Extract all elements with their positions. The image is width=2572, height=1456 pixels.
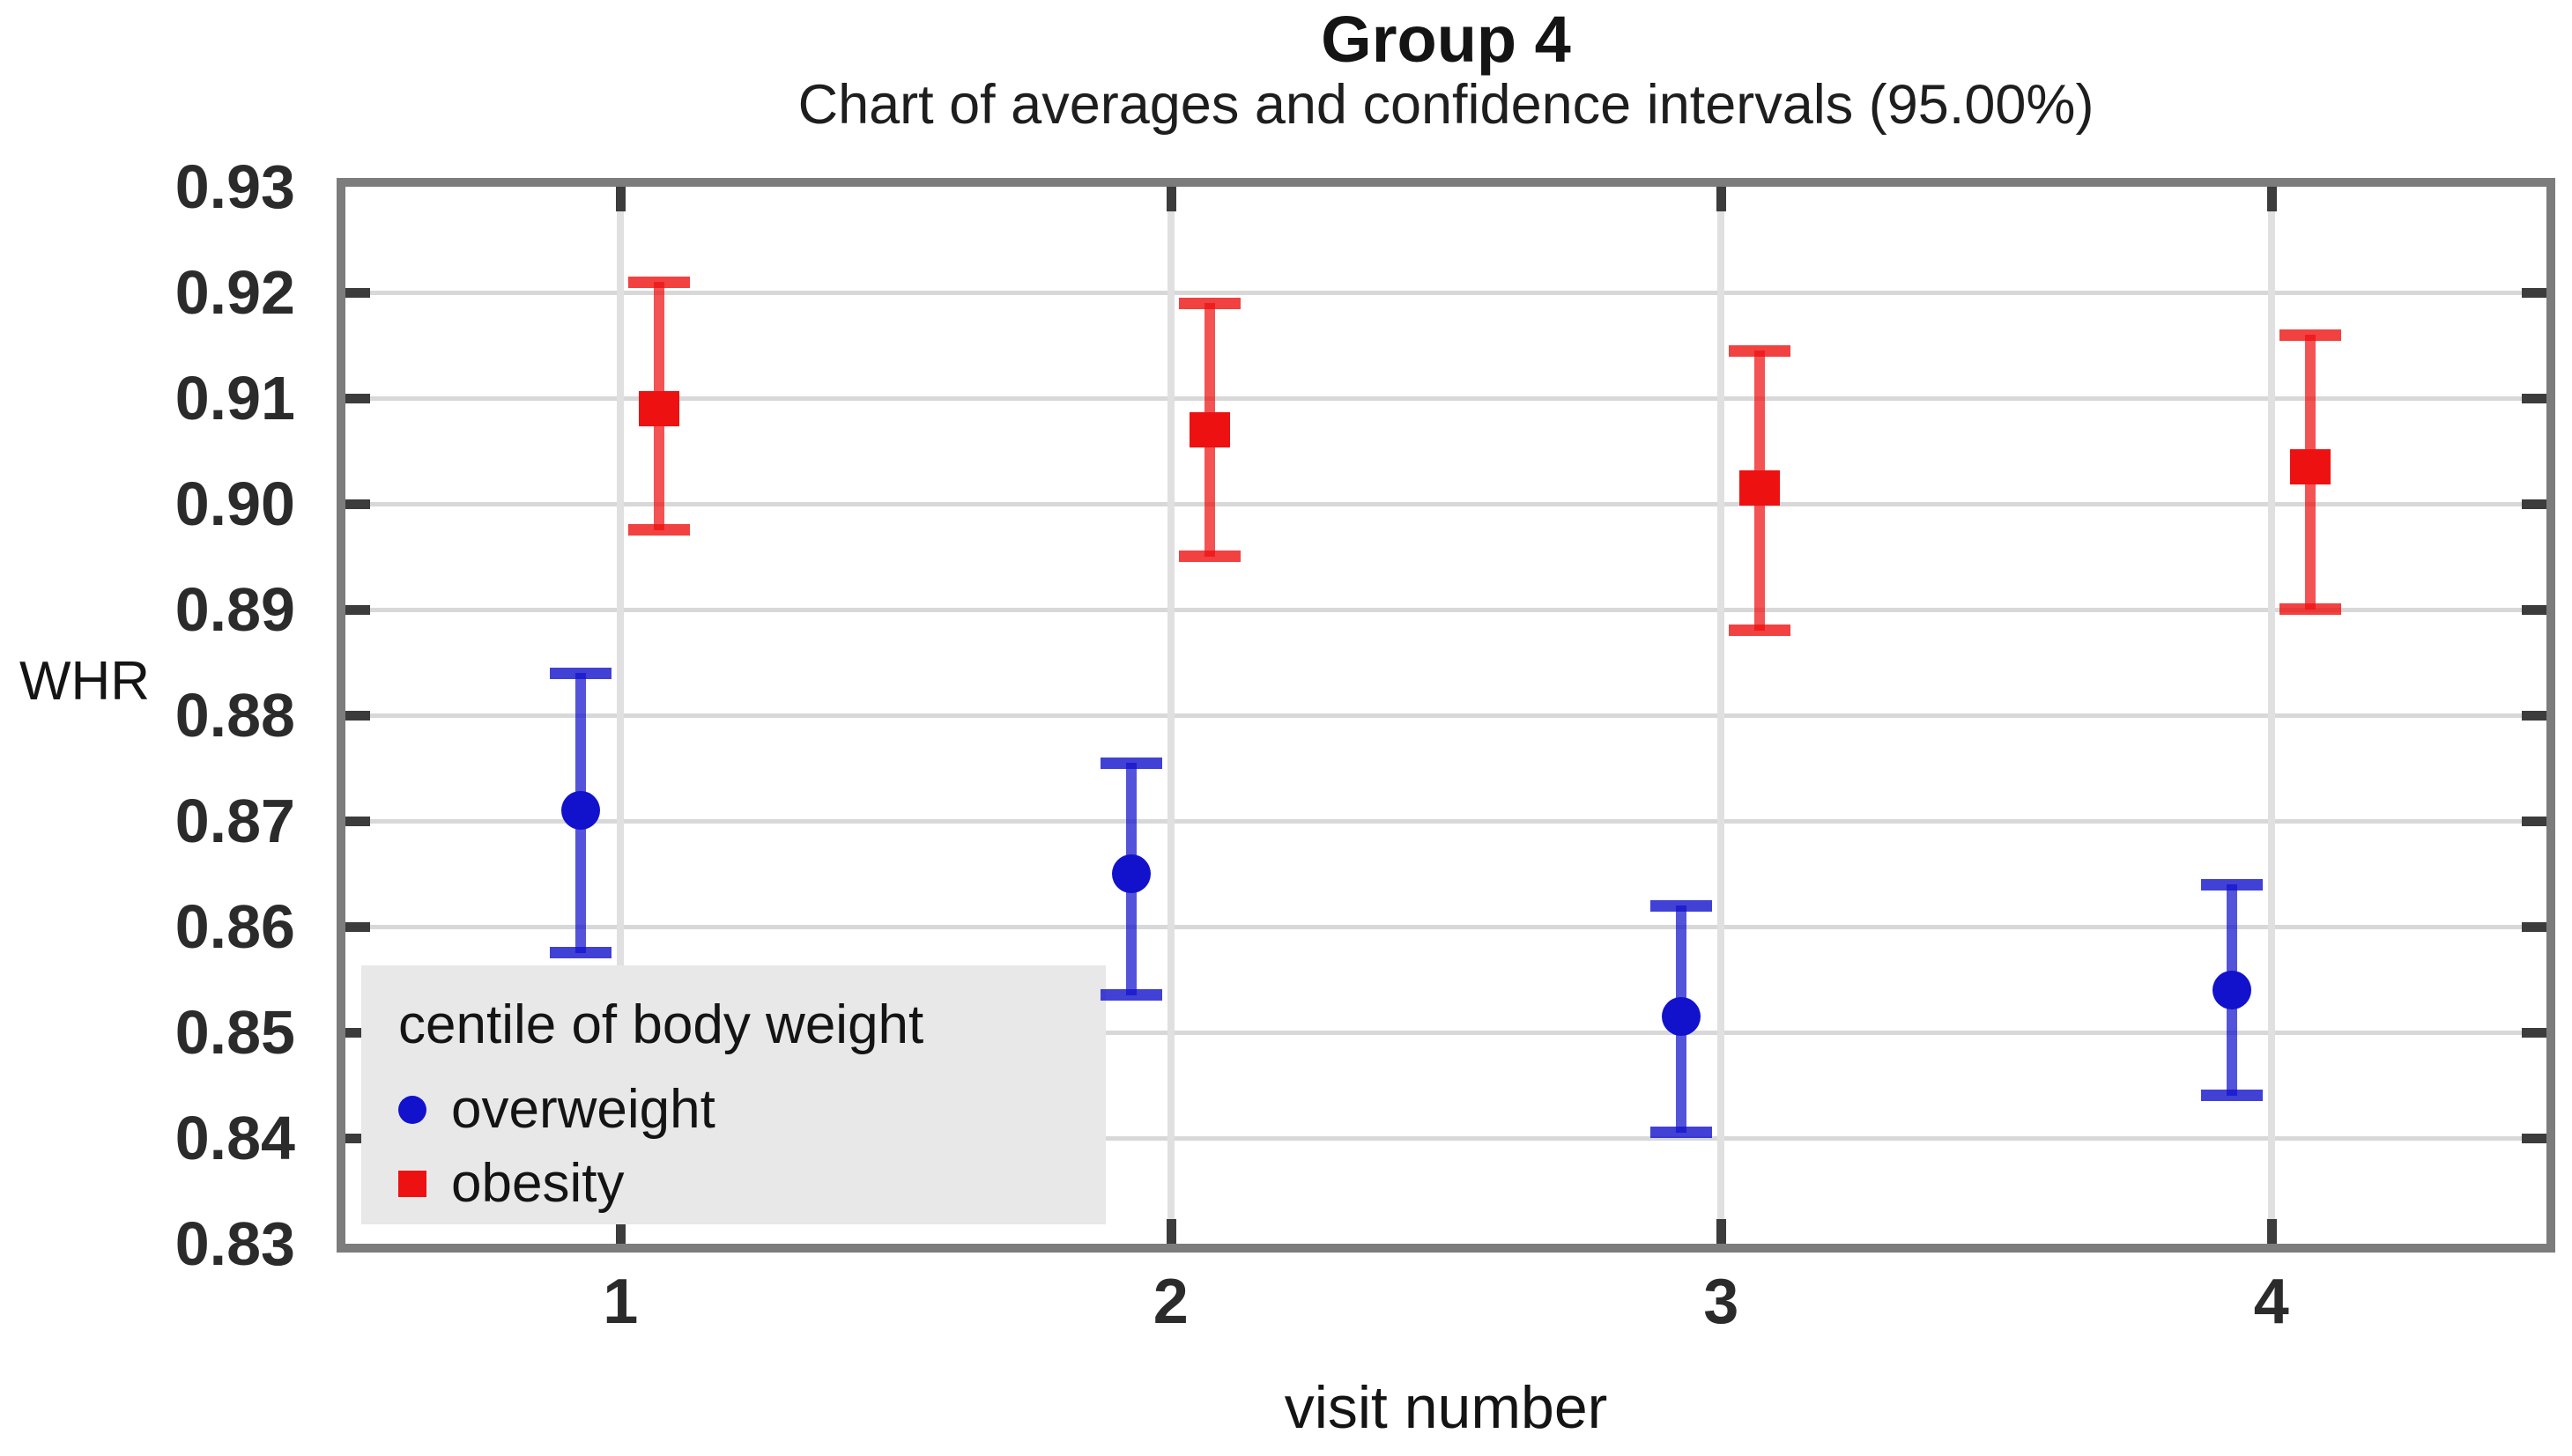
y-gridline bbox=[345, 1031, 2546, 1035]
obesity-square-icon bbox=[398, 1171, 426, 1197]
y-gridline bbox=[345, 713, 2546, 718]
y-gridline bbox=[345, 396, 2546, 401]
x-tick-top bbox=[1166, 187, 1176, 211]
overweight-mean-marker bbox=[2212, 971, 2251, 1009]
y-tick-left bbox=[345, 817, 370, 826]
overweight-errorbar-cap-top bbox=[1100, 758, 1162, 769]
overweight-errorbar-cap-top bbox=[1650, 900, 1713, 912]
x-gridline bbox=[617, 187, 625, 1244]
overweight-errorbar-cap-top bbox=[2200, 879, 2263, 891]
y-gridline bbox=[345, 502, 2546, 506]
y-tick-left bbox=[345, 1028, 370, 1038]
y-tick-left bbox=[345, 922, 370, 932]
legend-item-overweight: overweight bbox=[398, 1078, 715, 1142]
y-tick-label: 0.86 bbox=[174, 892, 295, 961]
overweight-errorbar-cap-bottom bbox=[1650, 1127, 1713, 1138]
overweight-circle-icon bbox=[398, 1096, 426, 1124]
x-tick-label: 2 bbox=[1153, 1267, 1189, 1337]
x-axis-title: visit number bbox=[1284, 1374, 1608, 1441]
obesity-errorbar-cap-bottom bbox=[2279, 603, 2341, 615]
legend-box: centile of body weight overweight obesit… bbox=[361, 965, 1106, 1224]
y-tick-left bbox=[345, 605, 370, 615]
y-tick-label: 0.91 bbox=[174, 364, 295, 432]
x-tick-label: 1 bbox=[603, 1267, 639, 1337]
y-tick-left bbox=[345, 394, 370, 403]
y-gridline bbox=[345, 1136, 2546, 1141]
y-tick-label: 0.84 bbox=[174, 1104, 295, 1172]
x-gridline bbox=[1167, 187, 1175, 1244]
x-tick-bottom bbox=[1716, 1219, 1727, 1244]
x-tick-label: 3 bbox=[1703, 1267, 1739, 1337]
y-tick-left bbox=[345, 499, 370, 509]
y-tick-right bbox=[2522, 817, 2546, 826]
y-tick-right bbox=[2522, 605, 2546, 615]
overweight-errorbar-cap-bottom bbox=[2200, 1090, 2263, 1101]
grid-layer bbox=[345, 187, 2546, 1244]
obesity-errorbar-cap-bottom bbox=[1178, 551, 1241, 562]
y-gridline bbox=[345, 291, 2546, 295]
y-tick-right bbox=[2522, 288, 2546, 298]
y-tick-right bbox=[2522, 499, 2546, 509]
y-tick-label: 0.85 bbox=[174, 998, 295, 1067]
obesity-mean-marker bbox=[1189, 412, 1230, 447]
obesity-errorbar-cap-top bbox=[2279, 329, 2341, 341]
x-tick-label: 4 bbox=[2253, 1267, 2289, 1337]
y-tick-right bbox=[2522, 1028, 2546, 1038]
series-layer bbox=[345, 187, 2546, 1244]
overweight-errorbar-cap-bottom bbox=[1100, 989, 1162, 1001]
obesity-errorbar-cap-bottom bbox=[628, 524, 691, 536]
y-gridline bbox=[345, 819, 2546, 824]
y-tick-label: 0.92 bbox=[174, 258, 295, 327]
x-gridline bbox=[2267, 187, 2275, 1244]
obesity-errorbar-cap-top bbox=[1729, 345, 1791, 357]
obesity-mean-marker bbox=[1739, 470, 1781, 506]
overweight-mean-marker bbox=[1111, 854, 1151, 893]
legend-label-overweight: overweight bbox=[451, 1079, 715, 1140]
plot-area: centile of body weight overweight obesit… bbox=[337, 178, 2555, 1253]
overweight-mean-marker bbox=[1662, 997, 1701, 1036]
tick-layer bbox=[345, 187, 2546, 1244]
chart-subtitle: Chart of averages and confidence interva… bbox=[797, 74, 2094, 136]
obesity-errorbar-cap-top bbox=[628, 277, 691, 288]
y-tick-label: 0.87 bbox=[174, 787, 295, 855]
y-tick-label: 0.83 bbox=[174, 1209, 295, 1278]
obesity-errorbar-cap-top bbox=[1178, 298, 1241, 309]
y-tick-right bbox=[2522, 711, 2546, 721]
obesity-errorbar-cap-bottom bbox=[1729, 625, 1791, 636]
y-tick-label: 0.93 bbox=[174, 152, 295, 221]
y-axis-title: WHR bbox=[19, 651, 151, 712]
y-tick-label: 0.89 bbox=[174, 575, 295, 644]
x-gridline bbox=[1717, 187, 1725, 1244]
y-gridline bbox=[345, 608, 2546, 612]
legend-title: centile of body weight bbox=[398, 994, 924, 1055]
legend-label-obesity: obesity bbox=[451, 1153, 625, 1214]
x-tick-bottom bbox=[2266, 1219, 2277, 1244]
y-tick-right bbox=[2522, 1134, 2546, 1143]
y-tick-right bbox=[2522, 922, 2546, 932]
obesity-mean-marker bbox=[2289, 449, 2331, 484]
legend-item-obesity: obesity bbox=[398, 1152, 624, 1216]
overweight-errorbar-cap-top bbox=[550, 668, 612, 679]
obesity-mean-marker bbox=[639, 391, 680, 426]
x-tick-bottom bbox=[616, 1219, 626, 1244]
y-gridline bbox=[345, 925, 2546, 929]
y-tick-left bbox=[345, 711, 370, 721]
y-tick-left bbox=[345, 288, 370, 298]
y-tick-label: 0.90 bbox=[174, 469, 295, 538]
overweight-mean-marker bbox=[561, 791, 601, 830]
x-tick-top bbox=[616, 187, 626, 211]
chart-title: Group 4 bbox=[1321, 3, 1571, 76]
x-tick-bottom bbox=[1166, 1219, 1176, 1244]
y-tick-label: 0.88 bbox=[174, 681, 295, 750]
x-tick-top bbox=[1716, 187, 1727, 211]
overweight-errorbar-cap-bottom bbox=[550, 947, 612, 958]
y-tick-right bbox=[2522, 394, 2546, 403]
x-tick-top bbox=[2266, 187, 2277, 211]
y-tick-left bbox=[345, 1134, 370, 1143]
